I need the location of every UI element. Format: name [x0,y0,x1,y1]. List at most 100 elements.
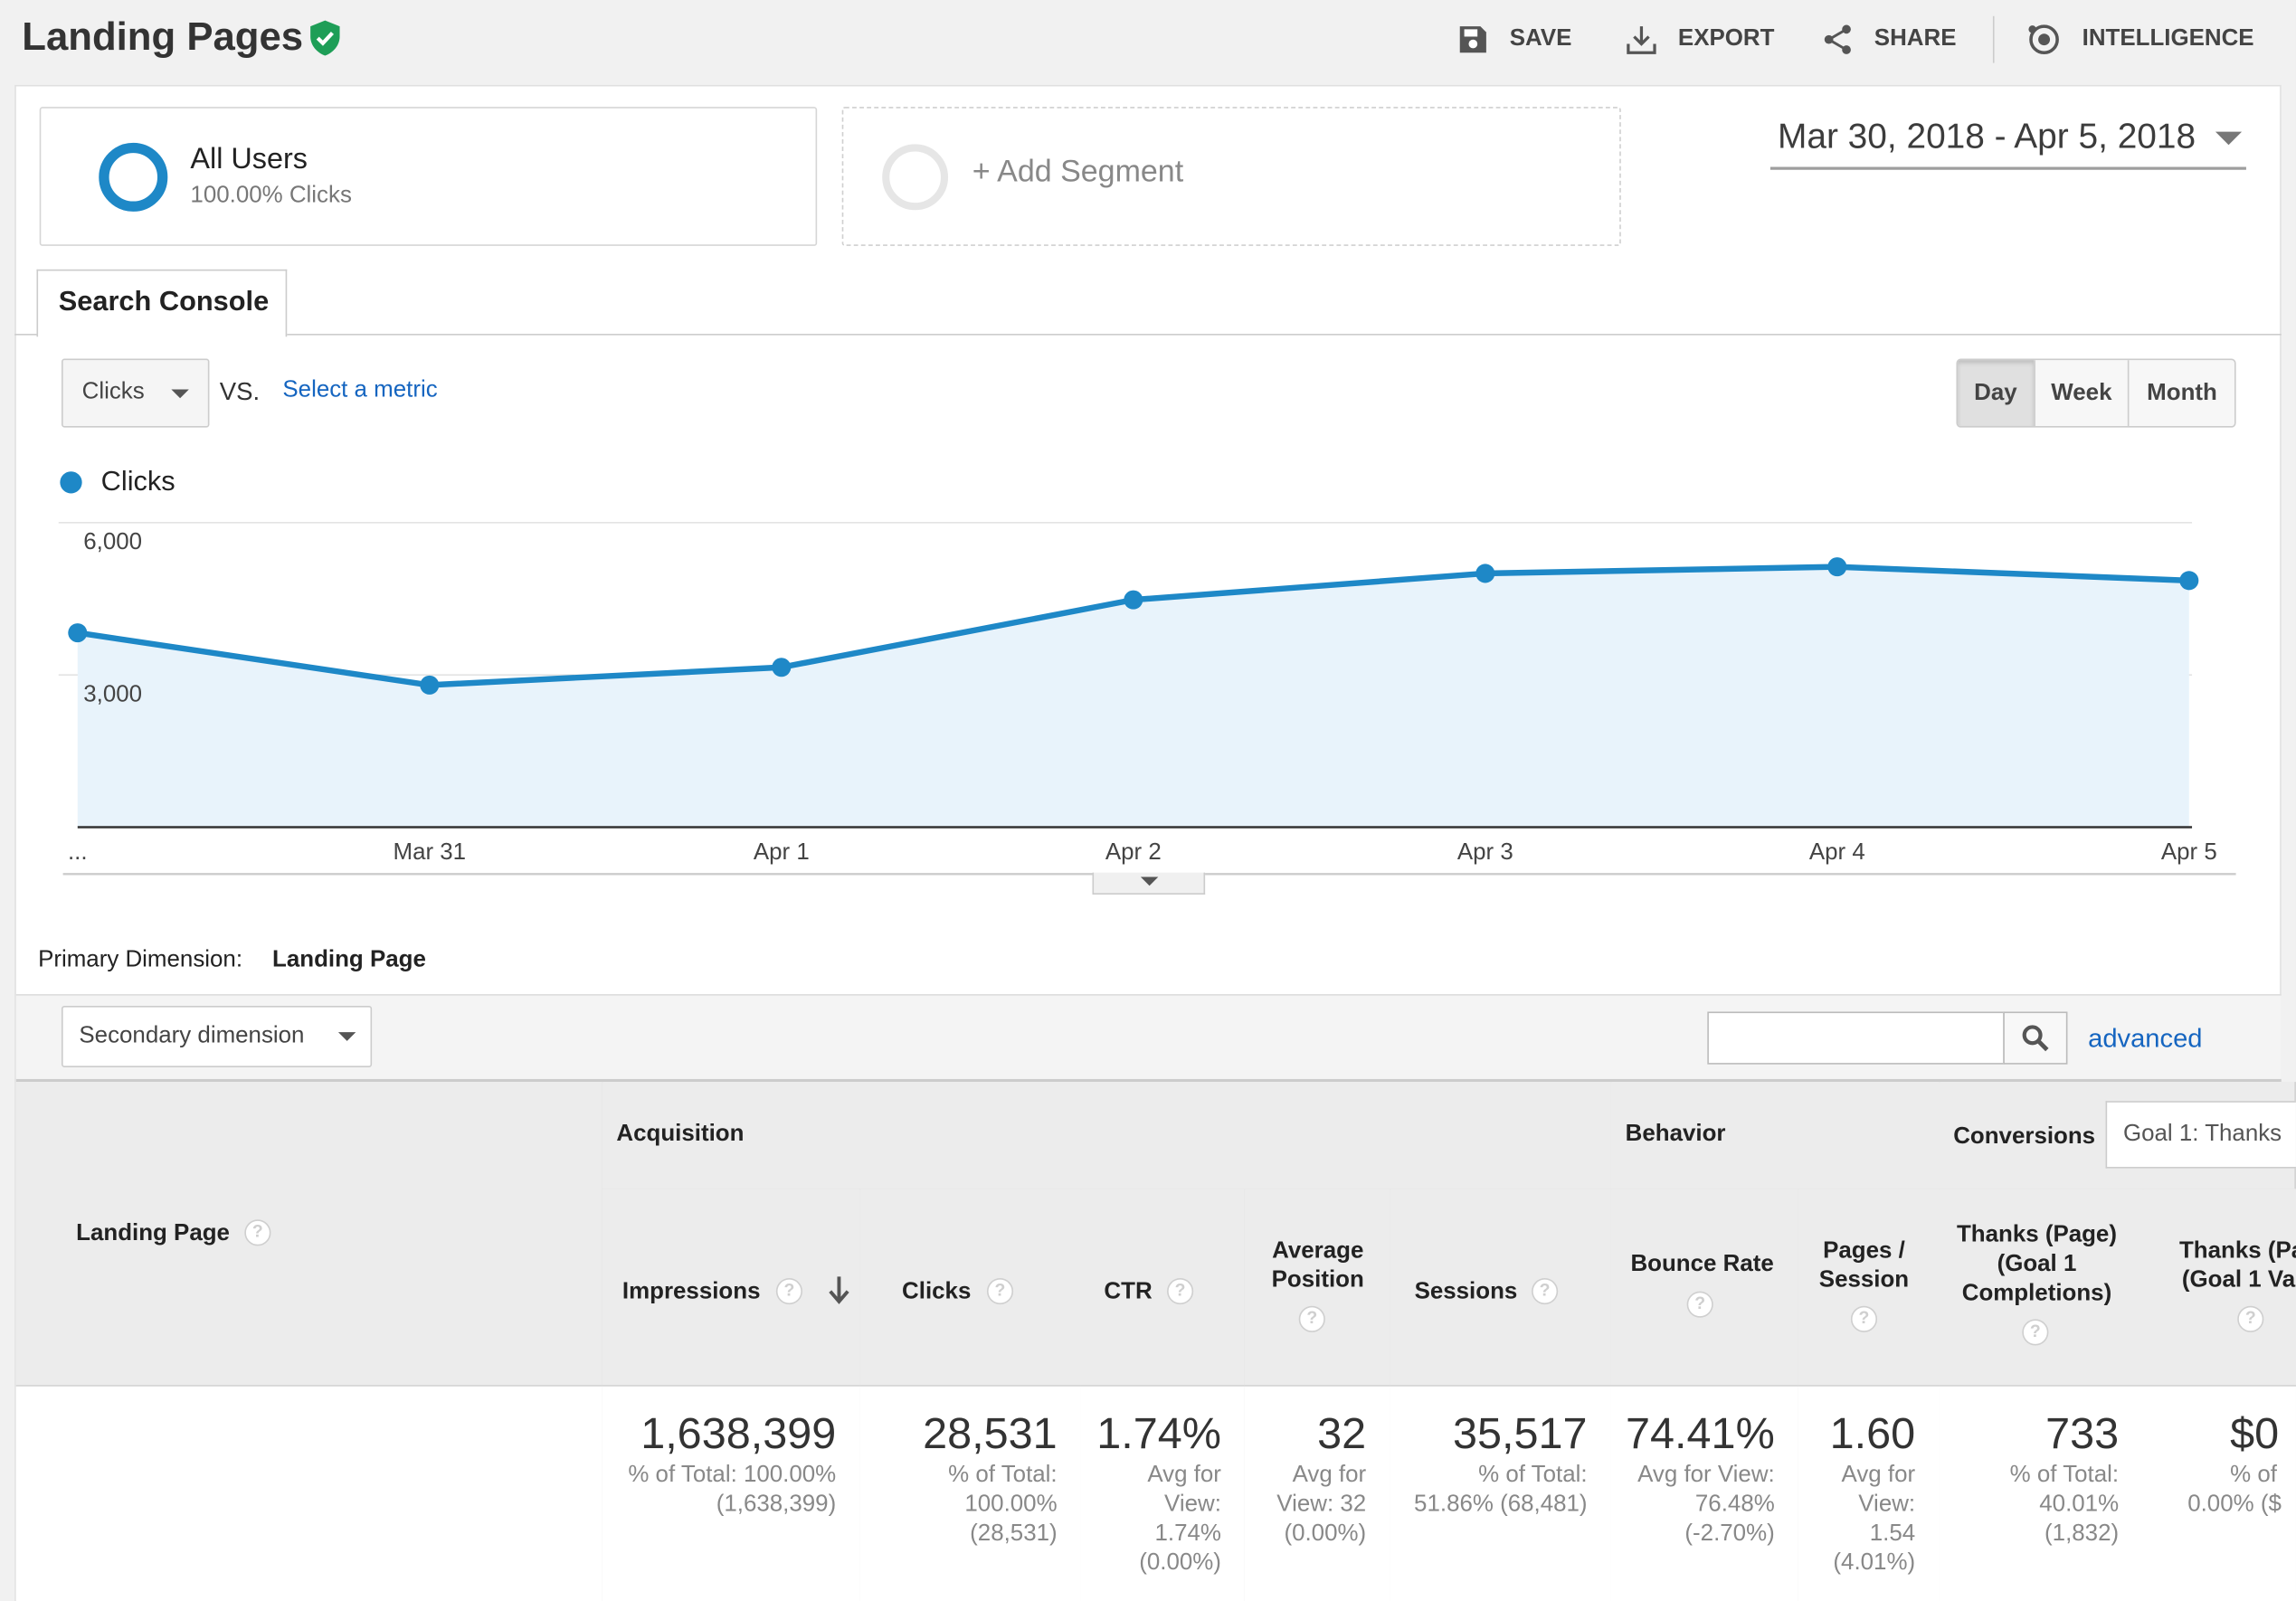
col-header-label: Pages / Session [1818,1238,1910,1293]
vs-label: VS. [219,377,261,406]
help-icon[interactable]: ? [2237,1305,2264,1332]
help-icon[interactable]: ? [1686,1291,1713,1318]
col-header-label: Bounce Rate [1630,1251,1774,1277]
period-month-button[interactable]: Month [2147,380,2217,405]
verified-shield-icon [310,20,340,56]
total-sub: % of [2230,1462,2277,1488]
total-value: 1.74% [1096,1409,1221,1459]
col-header-pages-per-session[interactable]: Pages / Session ? [1798,1189,1940,1387]
x-tick-label: Apr 5 [2161,839,2217,865]
x-tick-label: Apr 4 [1809,839,1865,865]
save-icon [1459,26,1486,53]
select-metric-link[interactable]: Select a metric [282,377,438,403]
secondary-dimension-select[interactable]: Secondary dimension [61,1005,373,1067]
total-sub: 100.00% [964,1492,1058,1517]
col-header-label: Thanks (Page) (Goal 1 Value) [2178,1238,2296,1293]
help-icon[interactable]: ? [986,1278,1014,1305]
header-divider [1992,15,1995,63]
share-button[interactable]: SHARE [1822,0,1956,79]
col-header-label: Average Position [1271,1238,1364,1293]
goal-select[interactable]: Goal 1: Thanks [2105,1101,2296,1169]
help-icon[interactable]: ? [1850,1305,1878,1332]
total-sub: (0.00%) [1284,1520,1367,1547]
save-button[interactable]: SAVE [1457,0,1572,79]
total-goal1-value: $0 % of 0.00% ($ [2142,1386,2296,1601]
col-header-bounce-rate[interactable]: Bounce Rate ? [1610,1189,1800,1387]
date-range-picker[interactable]: Mar 30, 2018 - Apr 5, 2018 [1777,117,2196,157]
total-sub: 1.74% [1154,1520,1221,1547]
col-header-goal1-value[interactable]: Thanks (Page) (Goal 1 Value) ? [2142,1189,2296,1387]
total-average-position: 32 Avg for View: 32 (0.00%) [1244,1386,1391,1601]
segment-detail: 100.00% Clicks [190,183,352,208]
col-header-average-position[interactable]: Average Position ? [1244,1189,1391,1387]
data-point [1124,590,1143,610]
total-sub: Avg for [1841,1462,1916,1488]
total-value: $0 [2230,1409,2280,1459]
primary-dimension-value[interactable]: Landing Page [272,947,426,972]
help-icon[interactable]: ? [1532,1278,1559,1305]
total-sub: % of Total: 100.00% [628,1462,837,1488]
data-point [1827,557,1847,577]
total-sub: Avg for [1292,1462,1367,1488]
add-segment-button[interactable]: + Add Segment [841,107,1621,246]
total-value: 1,638,399 [640,1409,837,1459]
table-search-button[interactable] [2003,1011,2068,1065]
table-search-input[interactable] [1707,1011,2005,1065]
chart-collapse-tab[interactable] [1092,872,1206,895]
clicks-chart: 6,000 3,000... Mar 31 Apr 1 Apr 2 Apr 3 Apr 4 A… [58,522,2236,876]
total-sub: Avg for View: [1637,1462,1775,1488]
y-tick-label: 3,000 [83,681,142,706]
total-sub: View: [1164,1492,1221,1517]
total-sub: View: 32 [1276,1492,1367,1517]
export-button[interactable]: EXPORT [1626,0,1775,79]
total-value: 733 [2045,1409,2120,1459]
total-sub: % of Total: [2009,1462,2120,1488]
segment-name: All Users [190,143,308,176]
save-label: SAVE [1509,26,1572,52]
x-tick-label: ... [68,839,88,865]
help-icon[interactable]: ? [1298,1305,1325,1332]
tab-search-console[interactable]: Search Console [36,269,288,337]
secondary-dimension-label: Secondary dimension [79,1023,305,1048]
segment-donut-icon [99,142,168,212]
total-goal1-completions: 733 % of Total: 40.01% (1,832) [1939,1386,2144,1601]
col-header-goal1-completions[interactable]: Thanks (Page) (Goal 1 Completions) ? [1939,1189,2144,1387]
intelligence-button[interactable]: INTELLIGENCE [2026,0,2254,79]
export-label: EXPORT [1677,26,1775,52]
sort-descending-icon[interactable] [828,1274,851,1306]
col-header-ctr[interactable]: CTR ? [1080,1189,1247,1387]
col-header-impressions[interactable]: Impressions ? [602,1189,861,1387]
help-icon[interactable]: ? [775,1278,802,1305]
help-icon[interactable]: ? [2022,1319,2049,1346]
total-sub: (28,531) [970,1520,1058,1547]
metric-select-value: Clicks [81,379,145,404]
period-day-button[interactable]: Day [1958,360,2035,427]
col-header-sessions[interactable]: Sessions ? [1390,1189,1613,1387]
help-icon[interactable]: ? [1167,1278,1194,1305]
date-range-caret-icon[interactable] [2215,131,2243,146]
y-tick-label: 6,000 [83,529,142,554]
metric-select[interactable]: Clicks [61,358,210,428]
add-segment-label: + Add Segment [972,155,1184,189]
col-header-label: Thanks (Page) (Goal 1 Completions) [1956,1222,2117,1306]
help-icon[interactable]: ? [244,1219,271,1246]
total-sub: (1,832) [2045,1520,2120,1547]
landing-page-header[interactable]: Landing Page ? [15,1082,603,1387]
legend-swatch [60,471,82,494]
totals-row-label-cell [15,1386,603,1601]
primary-dimension-label: Primary Dimension: [38,947,243,972]
download-icon [1627,26,1656,54]
advanced-filter-link[interactable]: advanced [2088,1023,2203,1053]
total-sub: (0.00%) [1139,1550,1221,1576]
intelligence-label: INTELLIGENCE [2082,26,2254,52]
legend-label: Clicks [100,467,176,498]
data-point [1475,564,1495,583]
segment-empty-donut-icon [882,144,949,211]
segment-all-users[interactable]: All Users 100.00% Clicks [39,107,818,246]
period-week-button[interactable]: Week [2035,360,2130,427]
total-sub: 51.86% (68,481) [1414,1492,1588,1517]
col-header-label: Clicks [902,1279,972,1305]
col-header-clicks[interactable]: Clicks ? [859,1189,1083,1387]
landing-page-header-label: Landing Page [76,1220,230,1246]
chevron-down-icon [171,389,189,399]
